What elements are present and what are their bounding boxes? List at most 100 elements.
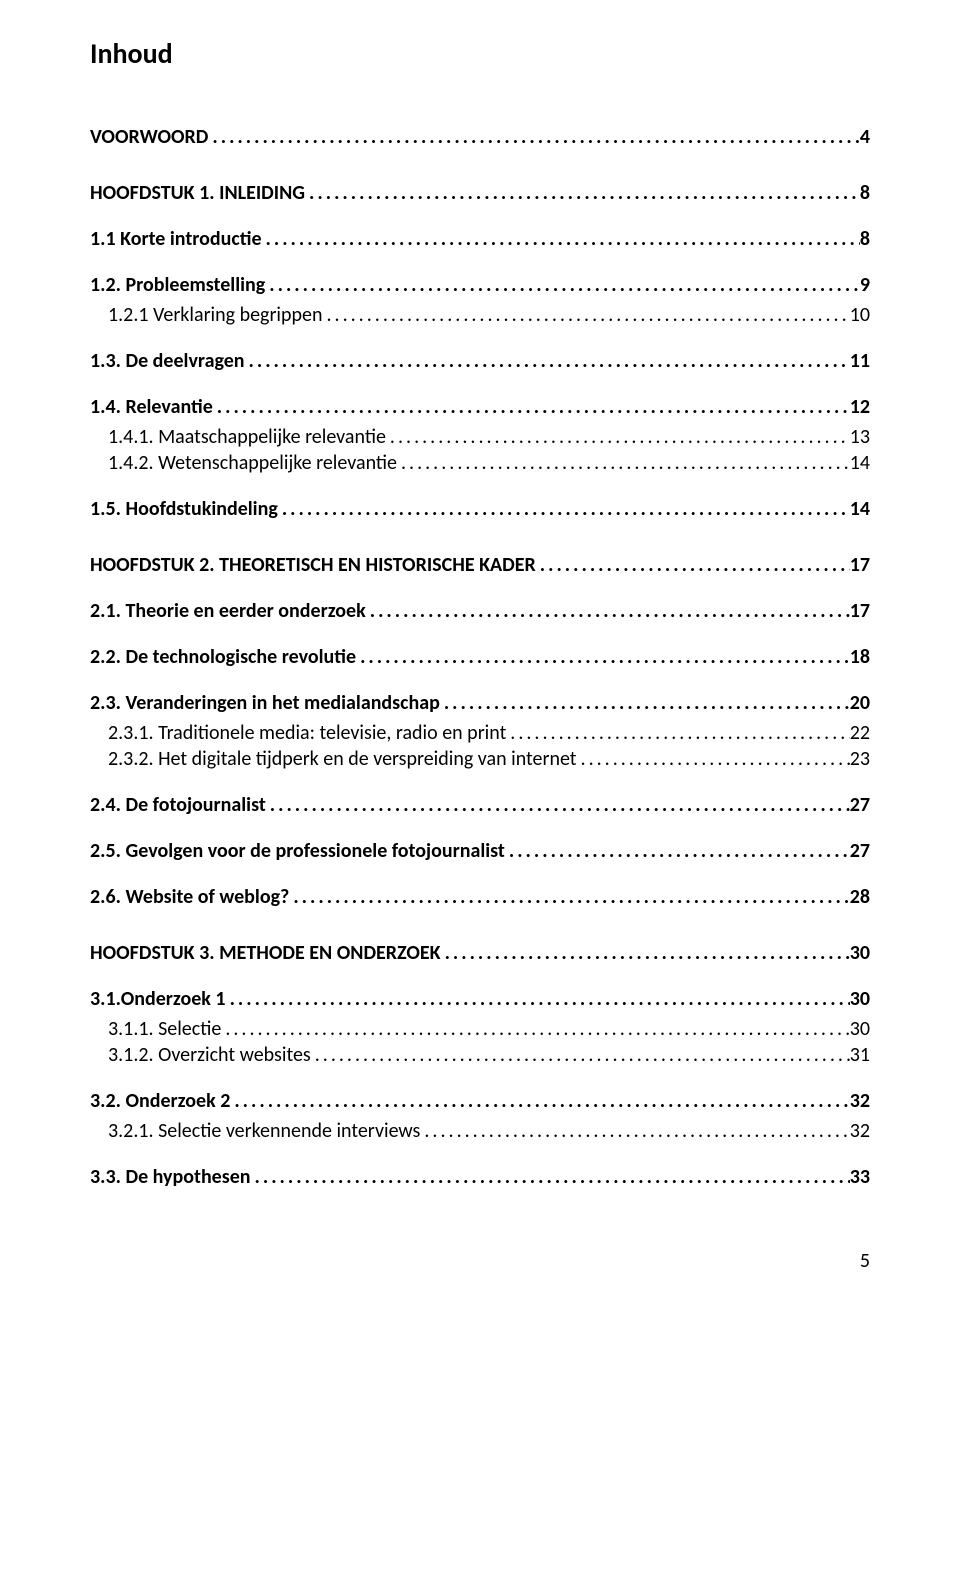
toc-dots	[577, 747, 850, 771]
toc-dots	[397, 451, 850, 475]
toc-entry-page: 14	[850, 497, 870, 521]
toc-entry: 2.3. Veranderingen in het medialandschap…	[90, 691, 870, 715]
toc-entry-page: 17	[850, 599, 870, 623]
toc-dots	[506, 721, 849, 745]
toc-dots	[305, 181, 860, 205]
toc-entry-page: 11	[850, 349, 870, 373]
toc-entry-label: VOORWOORD	[90, 125, 208, 149]
toc-dots	[278, 497, 850, 521]
toc-entry-label: 2.6. Website of weblog?	[90, 885, 289, 909]
table-of-contents: VOORWOORD4HOOFDSTUK 1. INLEIDING81.1 Kor…	[90, 125, 870, 1189]
toc-entry-label: 1.4.1. Maatschappelijke relevantie	[108, 425, 386, 449]
toc-entry-page: 13	[850, 425, 870, 449]
toc-entry-page: 4	[860, 125, 870, 149]
toc-entry-label: 3.3. De hypothesen	[90, 1165, 251, 1189]
toc-dots	[289, 885, 849, 909]
toc-dots	[265, 273, 860, 297]
toc-dots	[221, 1017, 849, 1041]
toc-entry-page: 30	[850, 941, 870, 965]
toc-entry: 1.3. De deelvragen 11	[90, 349, 870, 373]
toc-entry-label: 1.4.2. Wetenschappelijke relevantie	[108, 451, 397, 475]
toc-entry-label: 1.2. Probleemstelling	[90, 273, 265, 297]
toc-entry-label: HOOFDSTUK 2. THEORETISCH EN HISTORISCHE …	[90, 553, 536, 577]
toc-entry: 3.2. Onderzoek 2 32	[90, 1089, 870, 1113]
toc-entry: 1.4.1. Maatschappelijke relevantie 13	[90, 425, 870, 449]
toc-entry: VOORWOORD 4	[90, 125, 870, 149]
toc-entry: HOOFDSTUK 1. INLEIDING 8	[90, 181, 870, 205]
toc-entry-label: 3.1.2. Overzicht websites	[108, 1043, 311, 1067]
toc-entry-page: 10	[850, 303, 870, 327]
toc-dots	[441, 941, 850, 965]
toc-dots	[245, 349, 850, 373]
toc-dots	[311, 1043, 850, 1067]
toc-dots	[226, 987, 850, 1011]
toc-entry: 2.3.1. Traditionele media: televisie, ra…	[90, 721, 870, 745]
toc-dots	[322, 303, 849, 327]
toc-entry-page: 22	[850, 721, 870, 745]
toc-entry: 1.2.1 Verklaring begrippen10	[90, 303, 870, 327]
toc-entry: 2.4. De fotojournalist 27	[90, 793, 870, 817]
toc-entry: 3.2.1. Selectie verkennende interviews32	[90, 1119, 870, 1143]
toc-entry-page: 27	[850, 793, 870, 817]
toc-entry: 1.5. Hoofdstukindeling 14	[90, 497, 870, 521]
toc-entry: 3.3. De hypothesen 33	[90, 1165, 870, 1189]
toc-entry-page: 31	[850, 1043, 870, 1067]
toc-entry: 2.3.2. Het digitale tijdperk en de versp…	[90, 747, 870, 771]
toc-entry: HOOFDSTUK 2. THEORETISCH EN HISTORISCHE …	[90, 553, 870, 577]
toc-entry-page: 27	[850, 839, 870, 863]
toc-entry-page: 28	[850, 885, 870, 909]
toc-entry-page: 9	[860, 273, 870, 297]
toc-entry-page: 30	[850, 987, 870, 1011]
toc-entry-label: 2.4. De fotojournalist	[90, 793, 266, 817]
toc-entry: 1.2. Probleemstelling 9	[90, 273, 870, 297]
toc-entry-page: 8	[860, 181, 870, 205]
toc-entry-label: HOOFDSTUK 1. INLEIDING	[90, 181, 305, 205]
toc-entry-label: 2.1. Theorie en eerder onderzoek	[90, 599, 366, 623]
toc-entry: 2.1. Theorie en eerder onderzoek 17	[90, 599, 870, 623]
page-title: Inhoud	[90, 36, 870, 71]
toc-entry-label: 3.2. Onderzoek 2	[90, 1089, 230, 1113]
toc-entry-label: 3.2.1. Selectie verkennende interviews	[108, 1119, 420, 1143]
toc-entry-label: 1.1 Korte introductie	[90, 227, 262, 251]
toc-entry-label: 3.1.1. Selectie	[108, 1017, 221, 1041]
toc-entry: 3.1.Onderzoek 1 30	[90, 987, 870, 1011]
toc-entry-label: 2.2. De technologische revolutie	[90, 645, 356, 669]
toc-entry: 3.1.1. Selectie 30	[90, 1017, 870, 1041]
toc-entry: HOOFDSTUK 3. METHODE EN ONDERZOEK 30	[90, 941, 870, 965]
toc-dots	[251, 1165, 850, 1189]
toc-entry: 2.2. De technologische revolutie 18	[90, 645, 870, 669]
toc-entry-label: 3.1.Onderzoek 1	[90, 987, 226, 1011]
toc-entry-page: 18	[850, 645, 870, 669]
toc-entry-page: 32	[850, 1089, 870, 1113]
toc-entry-page: 23	[850, 747, 870, 771]
toc-dots	[440, 691, 850, 715]
toc-entry-label: 1.4. Relevantie	[90, 395, 213, 419]
page-number: 5	[90, 1249, 870, 1273]
toc-dots	[356, 645, 850, 669]
toc-entry-page: 17	[850, 553, 870, 577]
toc-entry-label: 2.3. Veranderingen in het medialandschap	[90, 691, 440, 715]
toc-entry-page: 33	[850, 1165, 870, 1189]
toc-dots	[420, 1119, 849, 1143]
toc-entry-page: 8	[860, 227, 870, 251]
toc-entry-page: 30	[850, 1017, 870, 1041]
toc-dots	[230, 1089, 849, 1113]
toc-entry: 1.4. Relevantie 12	[90, 395, 870, 419]
toc-entry: 2.6. Website of weblog? 28	[90, 885, 870, 909]
toc-dots	[366, 599, 850, 623]
toc-dots	[266, 793, 850, 817]
toc-dots	[208, 125, 859, 149]
toc-entry-page: 12	[850, 395, 870, 419]
toc-entry-label: 1.3. De deelvragen	[90, 349, 245, 373]
toc-entry-label: 2.3.1. Traditionele media: televisie, ra…	[108, 721, 506, 745]
toc-entry-page: 14	[850, 451, 870, 475]
toc-dots	[262, 227, 860, 251]
toc-entry-label: 1.5. Hoofdstukindeling	[90, 497, 278, 521]
toc-entry-label: 2.3.2. Het digitale tijdperk en de versp…	[108, 747, 577, 771]
toc-entry: 1.1 Korte introductie 8	[90, 227, 870, 251]
toc-entry-label: 2.5. Gevolgen voor de professionele foto…	[90, 839, 505, 863]
toc-entry-label: HOOFDSTUK 3. METHODE EN ONDERZOEK	[90, 941, 441, 965]
toc-dots	[386, 425, 850, 449]
toc-dots	[505, 839, 850, 863]
toc-dots	[536, 553, 850, 577]
